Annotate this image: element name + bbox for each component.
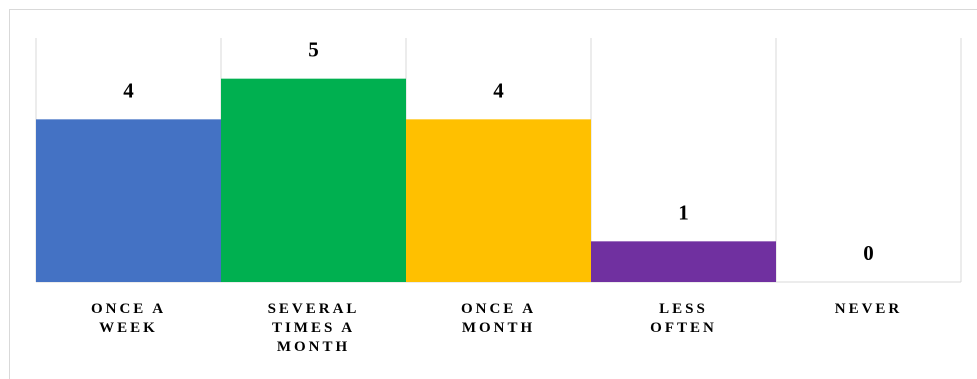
value-label: 0 xyxy=(863,241,874,265)
value-label: 5 xyxy=(308,38,319,62)
value-label: 1 xyxy=(678,200,689,224)
x-tick-label: LESS OFTEN xyxy=(650,301,717,336)
chart-border xyxy=(9,9,977,379)
value-label: 4 xyxy=(123,78,134,102)
x-tick-label: NEVER xyxy=(834,301,903,317)
bar xyxy=(406,119,591,282)
bar xyxy=(591,241,776,282)
bar xyxy=(221,78,406,283)
x-tick-label: ONCE A WEEK xyxy=(90,301,167,336)
x-tick-label: ONCE A MONTH xyxy=(460,301,537,336)
bar xyxy=(36,119,221,282)
x-tick-label: SEVERAL TIMES A MONTH xyxy=(267,301,360,355)
value-label: 4 xyxy=(493,78,504,102)
